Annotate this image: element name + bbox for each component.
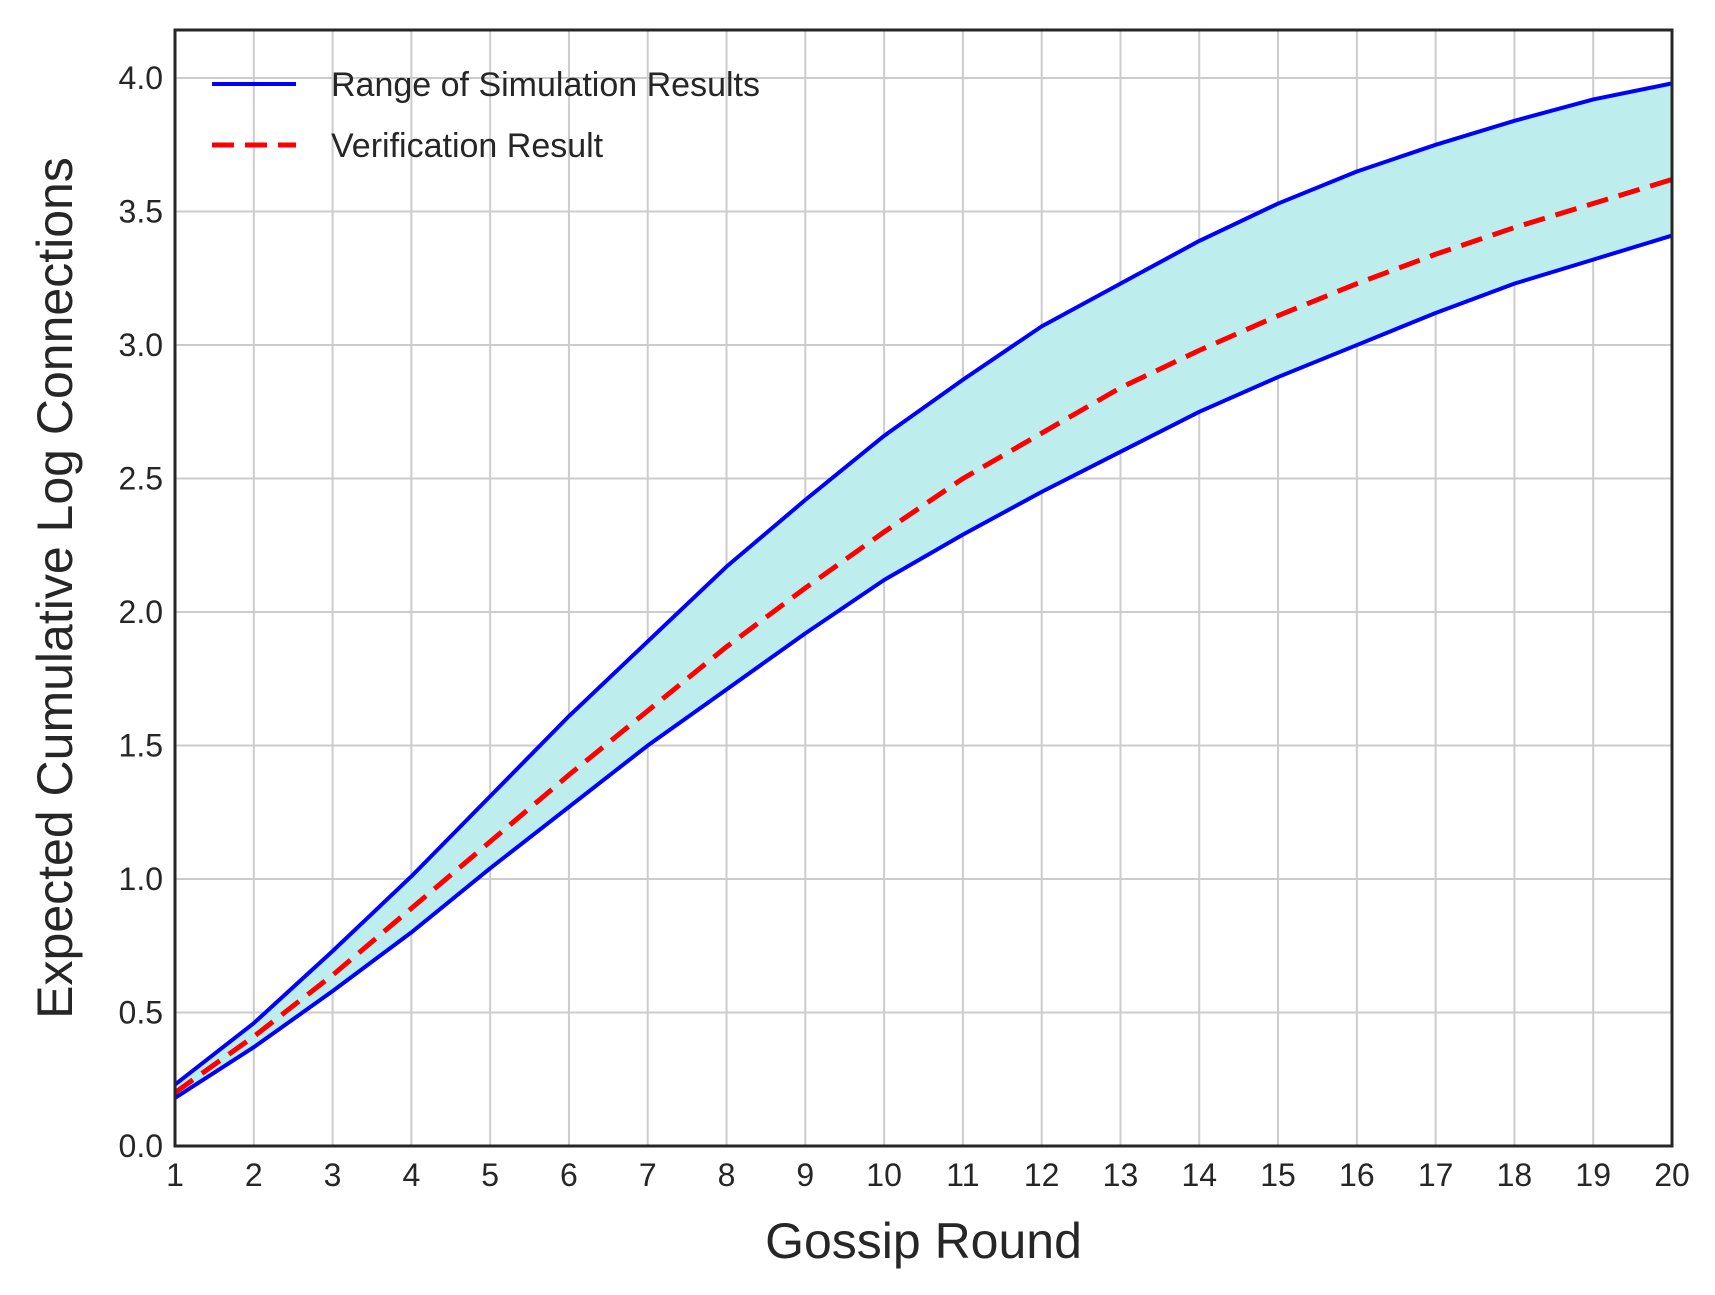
simulation-upper-line xyxy=(173,81,1673,1087)
x-axis-title: Gossip Round xyxy=(765,1213,1082,1269)
y-tick-label: 4.0 xyxy=(119,60,163,96)
y-tick-label: 2.0 xyxy=(119,594,163,630)
y-axis-ticks: 0.0 0.5 1.0 1.5 2.0 2.5 3.0 3.5 4.0 xyxy=(119,60,163,1164)
legend-label-verification-result: Verification Result xyxy=(331,127,604,165)
x-tick-label: 7 xyxy=(639,1157,657,1193)
legend: Range of Simulation Results Verification… xyxy=(212,66,760,165)
series-lines xyxy=(173,81,1673,1100)
y-tick-label: 2.5 xyxy=(119,461,163,497)
x-axis-ticks: 1 2 3 4 5 6 7 8 9 10 11 12 13 14 15 16 17 18 19 20 xyxy=(166,1157,1690,1193)
x-tick-label: 13 xyxy=(1103,1157,1139,1193)
x-tick-label: 12 xyxy=(1024,1157,1060,1193)
y-tick-label: 1.5 xyxy=(119,728,163,764)
x-tick-label: 17 xyxy=(1418,1157,1454,1193)
x-tick-label: 8 xyxy=(718,1157,736,1193)
simulation-range-band xyxy=(175,83,1672,1098)
x-tick-label: 10 xyxy=(866,1157,902,1193)
verification-line xyxy=(173,177,1673,1095)
x-tick-label: 2 xyxy=(245,1157,263,1193)
y-tick-label: 1.0 xyxy=(119,861,163,897)
x-tick-label: 4 xyxy=(402,1157,420,1193)
y-tick-label: 3.0 xyxy=(119,327,163,363)
plot-frame xyxy=(173,28,1674,1148)
x-tick-label: 6 xyxy=(560,1157,578,1193)
simulation-lower-line xyxy=(173,233,1673,1100)
x-tick-label: 9 xyxy=(796,1157,814,1193)
legend-label-simulation-range: Range of Simulation Results xyxy=(331,66,760,104)
y-tick-label: 0.0 xyxy=(119,1128,163,1164)
y-tick-label: 0.5 xyxy=(119,995,163,1031)
x-tick-label: 18 xyxy=(1497,1157,1533,1193)
x-tick-label: 1 xyxy=(166,1157,184,1193)
x-tick-label: 19 xyxy=(1575,1157,1611,1193)
x-tick-label: 14 xyxy=(1181,1157,1217,1193)
x-tick-label: 16 xyxy=(1339,1157,1375,1193)
x-tick-label: 15 xyxy=(1260,1157,1296,1193)
y-tick-label: 3.5 xyxy=(119,194,163,230)
x-tick-label: 20 xyxy=(1654,1157,1690,1193)
x-tick-label: 5 xyxy=(481,1157,499,1193)
x-tick-label: 11 xyxy=(946,1157,979,1193)
x-tick-label: 3 xyxy=(324,1157,342,1193)
y-axis-title: Expected Cumulative Log Connections xyxy=(27,157,83,1019)
